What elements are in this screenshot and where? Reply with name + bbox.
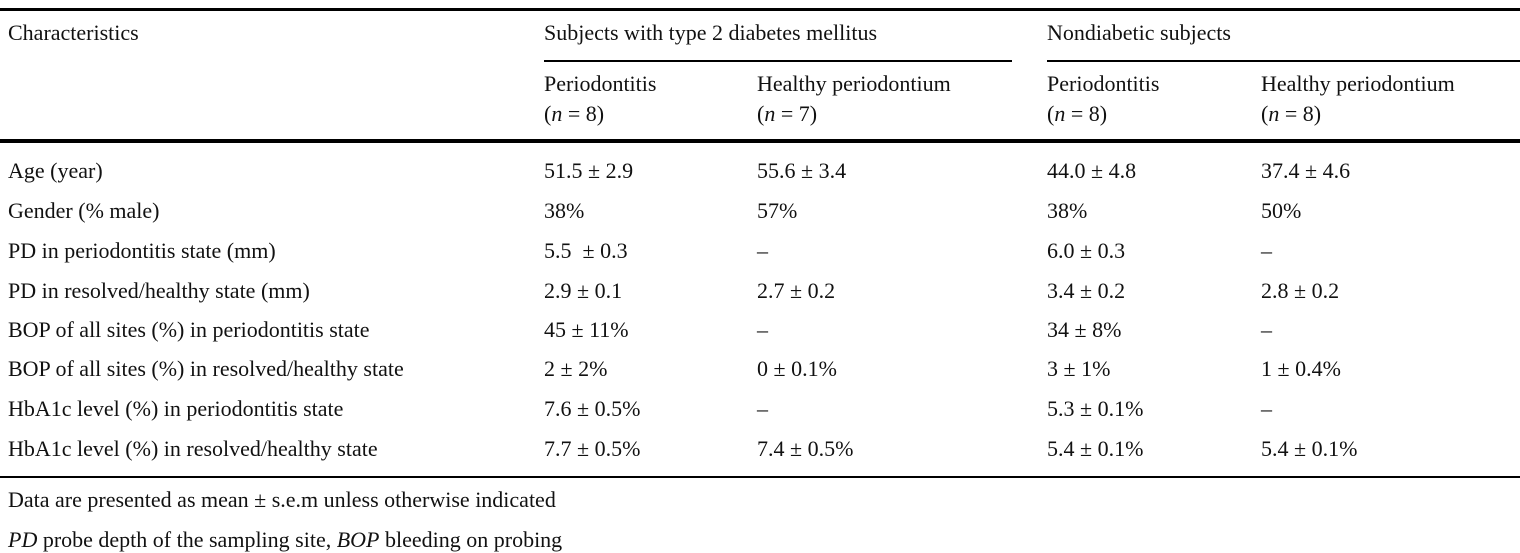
table-cell: 5.4 ± 0.1%	[1047, 436, 1144, 461]
column-header-n: (n = 8)	[1261, 101, 1322, 126]
table-cell: 0 ± 0.1%	[757, 356, 837, 381]
table-cell: 55.6 ± 3.4	[757, 158, 847, 183]
row-label: PD in resolved/healthy state (mm)	[8, 278, 310, 303]
top-rule	[0, 8, 1520, 11]
row-label: Age (year)	[8, 158, 103, 183]
footnote-abbr-pd-text: probe depth of the sampling site,	[37, 527, 337, 552]
table-cell: 5.3 ± 0.1%	[1047, 396, 1144, 421]
column-header-label: Periodontitis	[1047, 71, 1160, 96]
table-cell: 3.4 ± 0.2	[1047, 278, 1126, 303]
table-cell: 6.0 ± 0.3	[1047, 238, 1126, 263]
column-header-label: Healthy periodontium	[757, 71, 951, 96]
footnote-abbreviations: PD probe depth of the sampling site, BOP…	[8, 527, 562, 553]
table-cell: 2 ± 2%	[544, 356, 608, 381]
row-label: BOP of all sites (%) in resolved/healthy…	[8, 356, 404, 381]
footnote-abbr-bop-text: bleeding on probing	[379, 527, 563, 552]
table-cell: –	[757, 317, 768, 342]
column-header-n: (n = 8)	[544, 101, 605, 126]
row-label: BOP of all sites (%) in periodontitis st…	[8, 317, 370, 342]
table-cell: –	[757, 396, 768, 421]
table-cell: 1 ± 0.4%	[1261, 356, 1341, 381]
table-cell: 5.5 ± 0.3	[544, 238, 628, 263]
table-cell: 3 ± 1%	[1047, 356, 1111, 381]
header-group-nondiabetic: Nondiabetic subjects	[1047, 20, 1231, 45]
table-cell: 2.9 ± 0.1	[544, 278, 623, 303]
table-cell: 38%	[544, 198, 585, 223]
table-cell: 45 ± 11%	[544, 317, 629, 342]
column-header-label: Healthy periodontium	[1261, 71, 1455, 96]
group-rule-diabetes	[544, 60, 1012, 62]
table-cell: 5.4 ± 0.1%	[1261, 436, 1358, 461]
footnote-data-presentation: Data are presented as mean ± s.e.m unles…	[8, 487, 556, 512]
header-rule	[0, 139, 1520, 143]
table-cell: –	[1261, 317, 1272, 342]
header-characteristics: Characteristics	[8, 20, 139, 45]
table-cell: 37.4 ± 4.6	[1261, 158, 1351, 183]
table-cell: 7.4 ± 0.5%	[757, 436, 854, 461]
row-label: HbA1c level (%) in periodontitis state	[8, 396, 344, 421]
table-cell: 34 ± 8%	[1047, 317, 1122, 342]
footnote-abbr-pd: PD	[8, 527, 38, 552]
row-label: HbA1c level (%) in resolved/healthy stat…	[8, 436, 378, 461]
row-label: Gender (% male)	[8, 198, 160, 223]
table-cell: 57%	[757, 198, 798, 223]
table-cell: 44.0 ± 4.8	[1047, 158, 1137, 183]
table-cell: 38%	[1047, 198, 1088, 223]
table-cell: 51.5 ± 2.9	[544, 158, 634, 183]
table-cell: 2.7 ± 0.2	[757, 278, 836, 303]
table-cell: –	[1261, 396, 1272, 421]
table-cell: –	[1261, 238, 1272, 263]
column-header-label: Periodontitis	[544, 71, 657, 96]
header-group-diabetes: Subjects with type 2 diabetes mellitus	[544, 20, 878, 45]
column-header-n: (n = 8)	[1047, 101, 1108, 126]
bottom-rule	[0, 476, 1520, 478]
row-label: PD in periodontitis state (mm)	[8, 238, 276, 263]
table-cell: 50%	[1261, 198, 1302, 223]
table-cell: –	[757, 238, 768, 263]
group-rule-nondiabetic	[1047, 60, 1520, 62]
column-header-n: (n = 7)	[757, 101, 818, 126]
table-cell: 7.7 ± 0.5%	[544, 436, 641, 461]
footnote-abbr-bop: BOP	[336, 527, 380, 552]
table-cell: 2.8 ± 0.2	[1261, 278, 1340, 303]
table-cell: 7.6 ± 0.5%	[544, 396, 641, 421]
